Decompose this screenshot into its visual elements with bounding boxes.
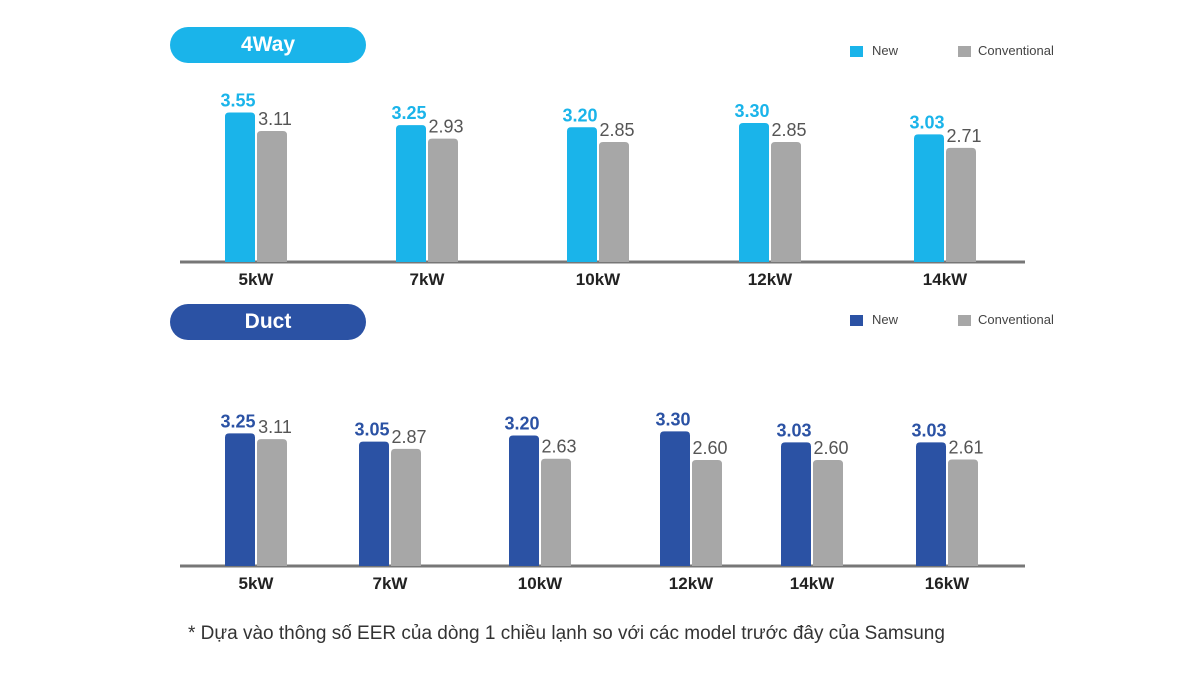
bar-conventional-5kW: [257, 131, 287, 262]
bar-new-14kW: [781, 442, 811, 566]
data-label-new-10kW: 3.20: [562, 105, 597, 125]
legend-swatch-conventional-4way: [958, 46, 971, 57]
bar-new-7kW: [359, 441, 389, 566]
data-label-new-10kW: 3.20: [504, 413, 539, 433]
data-label-conventional-10kW: 2.85: [599, 120, 634, 140]
bar-new-12kW: [739, 123, 769, 262]
data-label-conventional-14kW: 2.60: [813, 438, 848, 458]
data-label-conventional-10kW: 2.63: [541, 437, 576, 457]
legend-swatch-new-4way: [850, 46, 863, 57]
legend-label-new-duct: New: [872, 312, 899, 327]
bar-conventional-12kW: [771, 142, 801, 262]
bar-conventional-7kW: [391, 448, 421, 566]
bar-conventional-12kW: [692, 459, 722, 566]
data-label-new-5kW: 3.25: [220, 411, 255, 431]
data-label-new-14kW: 3.03: [776, 420, 811, 440]
bar-new-16kW: [916, 442, 946, 566]
data-label-new-12kW: 3.30: [734, 101, 769, 121]
tick-label-14kW: 14kW: [923, 270, 968, 289]
chart-4way: 3.553.115kW3.252.937kW3.202.8510kW3.302.…: [180, 91, 1025, 289]
legend-label-conventional-4way: Conventional: [978, 43, 1054, 58]
bar-new-7kW: [396, 125, 426, 262]
legend-swatch-new-duct: [850, 315, 863, 326]
data-label-new-7kW: 3.05: [354, 420, 389, 440]
data-label-conventional-5kW: 3.11: [258, 109, 292, 129]
data-label-new-16kW: 3.03: [911, 420, 946, 440]
bar-new-12kW: [660, 431, 690, 566]
bar-new-10kW: [567, 127, 597, 263]
bar-conventional-5kW: [257, 439, 287, 566]
tick-label-10kW: 10kW: [518, 574, 563, 593]
bar-new-14kW: [914, 134, 944, 262]
bar-new-5kW: [225, 433, 255, 566]
data-label-new-12kW: 3.30: [655, 409, 690, 429]
data-label-new-7kW: 3.25: [391, 103, 426, 123]
legend-swatch-conventional-duct: [958, 315, 971, 326]
bar-new-10kW: [509, 435, 539, 566]
tick-label-7kW: 7kW: [373, 574, 409, 593]
data-label-conventional-12kW: 2.85: [771, 120, 806, 140]
tick-label-5kW: 5kW: [239, 270, 275, 289]
tick-label-14kW: 14kW: [790, 574, 835, 593]
bar-conventional-10kW: [541, 458, 571, 566]
chart-title-4way: 4Way: [170, 27, 366, 63]
data-label-conventional-7kW: 2.93: [428, 117, 463, 137]
legend-label-conventional-duct: Conventional: [978, 312, 1054, 327]
data-label-conventional-14kW: 2.71: [946, 126, 981, 146]
tick-label-16kW: 16kW: [925, 574, 970, 593]
tick-label-7kW: 7kW: [410, 270, 446, 289]
tick-label-5kW: 5kW: [239, 574, 275, 593]
legend-label-new-4way: New: [872, 43, 899, 58]
footnote: * Dựa vào thông số EER của dòng 1 chiều …: [188, 623, 945, 644]
bar-new-5kW: [225, 112, 255, 263]
tick-label-12kW: 12kW: [669, 574, 714, 593]
bar-conventional-14kW: [813, 459, 843, 566]
tick-label-10kW: 10kW: [576, 270, 621, 289]
data-label-new-14kW: 3.03: [909, 112, 944, 132]
data-label-conventional-16kW: 2.61: [948, 438, 983, 458]
data-label-new-5kW: 3.55: [220, 91, 255, 111]
bar-conventional-7kW: [428, 138, 458, 262]
bar-conventional-16kW: [948, 459, 978, 566]
tick-label-12kW: 12kW: [748, 270, 793, 289]
data-label-conventional-5kW: 3.11: [258, 417, 292, 437]
data-label-conventional-7kW: 2.87: [391, 427, 426, 447]
data-label-conventional-12kW: 2.60: [692, 438, 727, 458]
bar-conventional-10kW: [599, 142, 629, 262]
chart-title-duct: Duct: [170, 304, 366, 340]
bar-conventional-14kW: [946, 147, 976, 262]
